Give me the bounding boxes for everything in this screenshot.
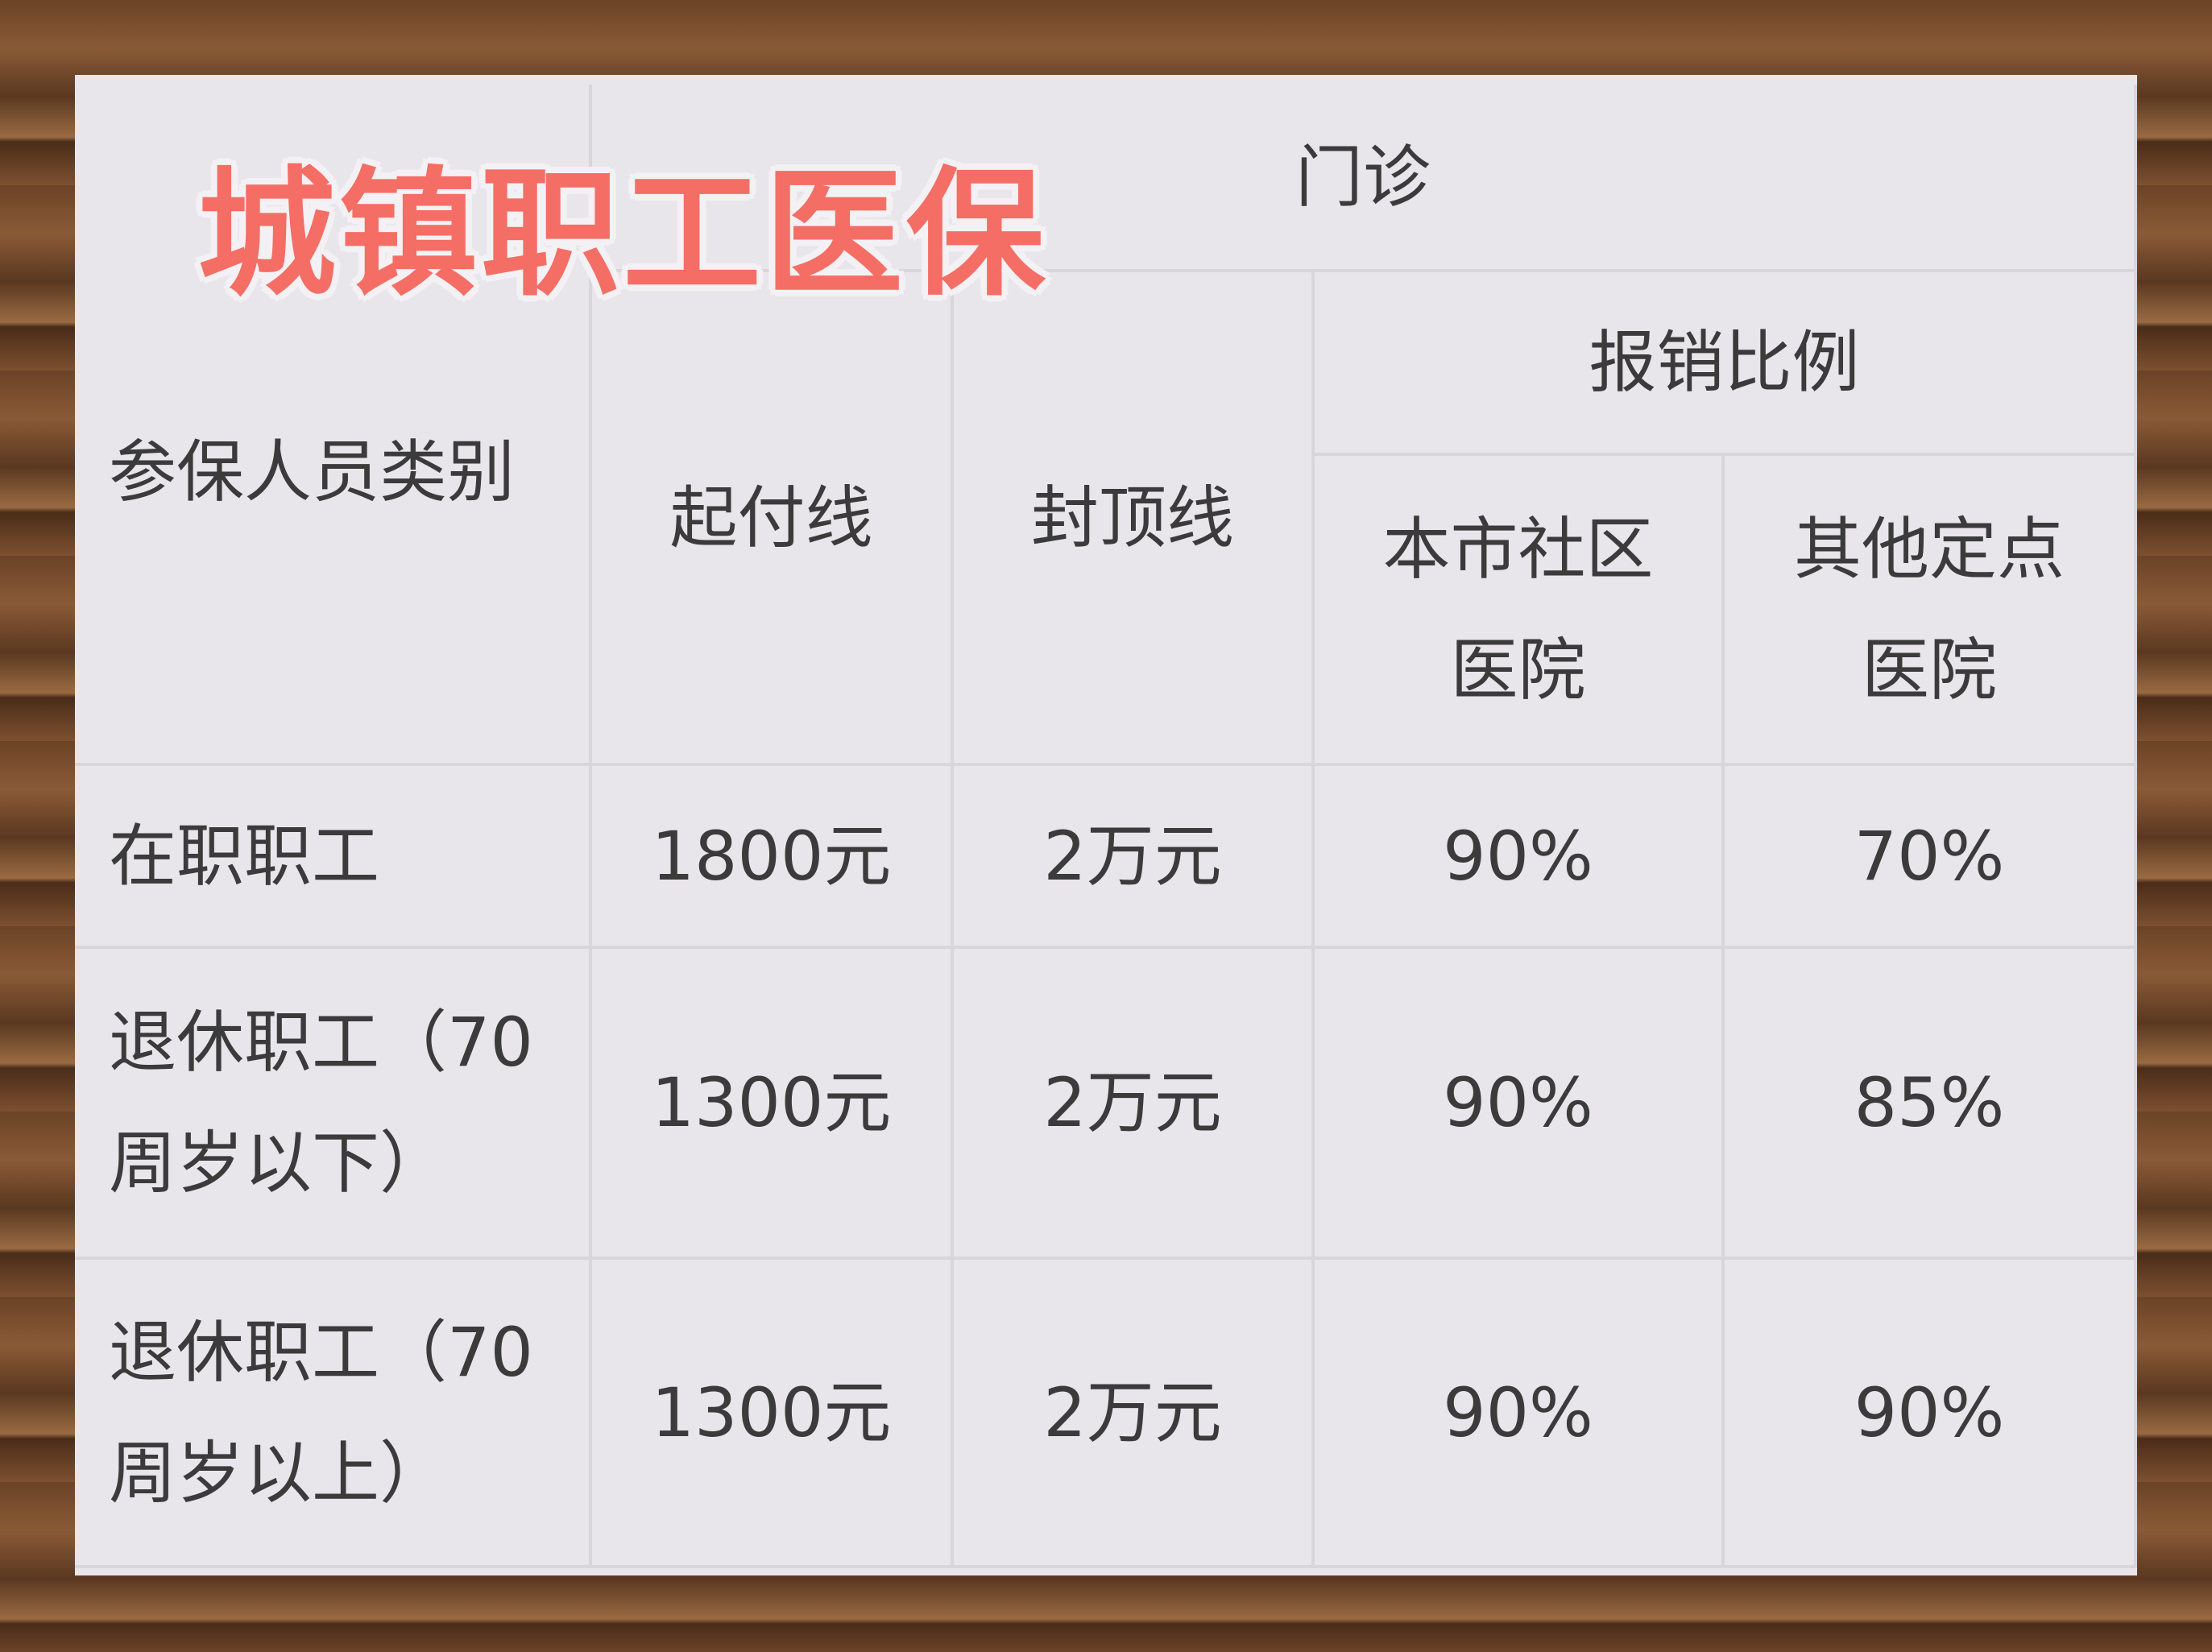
row-deductible: 1800元 bbox=[592, 766, 954, 949]
row-deductible: 1300元 bbox=[592, 949, 954, 1260]
row-local: 90% bbox=[1315, 766, 1725, 949]
row-local: 90% bbox=[1315, 949, 1725, 1260]
header-deductible: 起付线 bbox=[592, 272, 954, 766]
header-cap: 封顶线 bbox=[954, 272, 1315, 766]
row-category: 在职职工 bbox=[75, 766, 592, 949]
row-deductible: 1300元 bbox=[592, 1260, 954, 1568]
row-cap: 2万元 bbox=[954, 1260, 1315, 1568]
row-category: 退休职工（70周岁以下） bbox=[75, 949, 592, 1260]
row-cap: 2万元 bbox=[954, 949, 1315, 1260]
header-local-community: 本市社区医院 bbox=[1315, 456, 1725, 766]
header-other-designated: 其他定点医院 bbox=[1725, 456, 2137, 766]
row-local: 90% bbox=[1315, 1260, 1725, 1568]
row-other: 90% bbox=[1725, 1260, 2137, 1568]
header-reimbursement: 报销比例 bbox=[1315, 272, 2137, 456]
page-title: 城镇职工医保 bbox=[197, 153, 1048, 315]
row-category: 退休职工（70周岁以上） bbox=[75, 1260, 592, 1568]
row-cap: 2万元 bbox=[954, 766, 1315, 949]
table-panel bbox=[75, 75, 2137, 1575]
row-other: 85% bbox=[1725, 949, 2137, 1260]
header-outpatient: 门诊 bbox=[592, 85, 2137, 272]
header-category: 参保人员类别 bbox=[75, 85, 592, 766]
row-other: 70% bbox=[1725, 766, 2137, 949]
